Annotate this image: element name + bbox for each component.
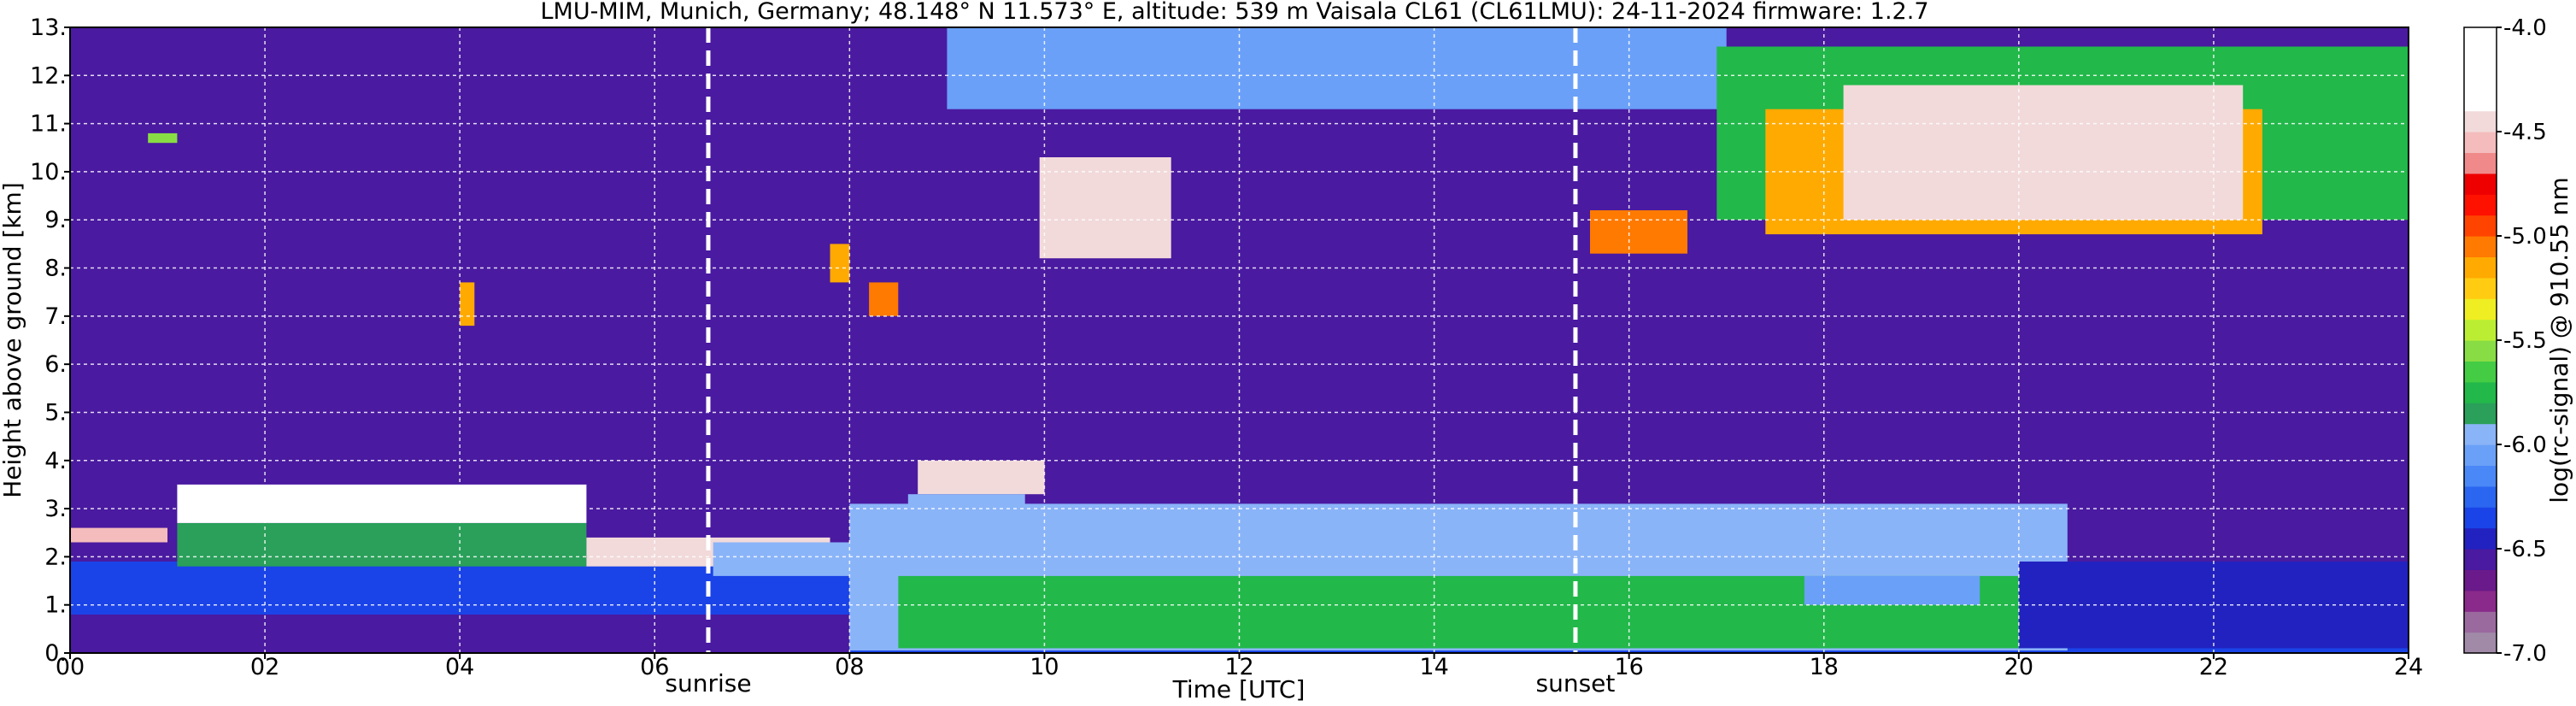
y-tick-label: 6. <box>44 351 67 378</box>
x-tick-label: 22 <box>2199 654 2228 680</box>
y-tick-label: 12. <box>30 62 67 89</box>
colorbar-swatch <box>2464 194 2497 216</box>
colorbar-swatch <box>2464 423 2497 445</box>
x-tick-label: 02 <box>250 654 279 680</box>
heatmap-cell <box>869 282 899 316</box>
colorbar-swatch <box>2464 485 2497 508</box>
colorbar-swatch <box>2464 152 2497 174</box>
x-tick-label: 14 <box>1419 654 1448 680</box>
heatmap-cell <box>907 494 1025 557</box>
colorbar-swatch <box>2464 507 2497 529</box>
colorbar-tick-label: -4.5 <box>2503 120 2547 145</box>
y-tick-label: 9. <box>44 207 67 233</box>
y-tick-label: 2. <box>44 544 67 570</box>
heatmap-cell <box>947 27 1727 109</box>
y-tick-label: 8. <box>44 256 67 282</box>
heatmap-cell <box>70 527 167 543</box>
colorbar-swatch <box>2464 215 2497 237</box>
y-tick-label: 10. <box>30 159 67 185</box>
colorbar-label: log(rc-signal) @ 910.55 nm <box>2545 177 2573 503</box>
colorbar-swatch <box>2464 549 2497 570</box>
colorbar-swatch <box>2464 298 2497 321</box>
chart-title: LMU-MIM, Munich, Germany; 48.148° N 11.5… <box>540 0 1928 25</box>
y-axis-ticks: 0. 1. 2. 3. 4. 5. 6. 7. 8. 9. 10. 11. 12. 13. <box>30 15 70 667</box>
sun-event-label: sunset <box>1536 669 1616 697</box>
sun-event-lines: sunrise sunset <box>665 27 1615 697</box>
colorbar-swatch <box>2464 361 2497 383</box>
x-tick-label: 06 <box>640 654 669 680</box>
y-tick-label: 1. <box>44 592 67 619</box>
y-tick-label: 5. <box>44 399 67 426</box>
y-tick-label: 7. <box>44 303 67 330</box>
colorbar-swatch <box>2464 256 2497 279</box>
colorbar-tick-label: -4.0 <box>2503 15 2547 41</box>
colorbar-tick-label: -6.0 <box>2503 432 2547 458</box>
heatmap-cell <box>148 132 178 144</box>
heatmap-cell <box>918 460 1045 495</box>
x-tick-label: 00 <box>56 654 85 680</box>
x-axis-ticks: 00 02 04 06 08 10 12 14 16 18 20 22 24 <box>56 653 2423 680</box>
x-tick-label: 12 <box>1224 654 1253 680</box>
colorbar-swatch <box>2464 319 2497 341</box>
heatmap-cell <box>830 244 850 283</box>
colorbar-tick-label: -6.5 <box>2503 537 2547 562</box>
x-tick-label: 18 <box>1810 654 1839 680</box>
colorbar-swatch <box>2464 444 2497 466</box>
heatmap-cell <box>177 523 587 567</box>
heatmap-cell <box>1590 210 1687 254</box>
heatmap-cell <box>460 282 475 327</box>
y-tick-label: 13. <box>30 15 67 41</box>
y-tick-label: 0. <box>44 640 67 667</box>
colorbar-swatch <box>2464 611 2497 633</box>
colorbar-swatch <box>2464 132 2497 153</box>
x-axis-label: Time [UTC] <box>1172 675 1306 703</box>
backscatter-heatmap <box>70 27 2409 653</box>
x-tick-label: 04 <box>445 654 474 680</box>
colorbar-swatch <box>2464 27 2497 49</box>
heatmap-cell <box>70 615 850 653</box>
heatmap-cell <box>1190 609 1629 649</box>
x-tick-label: 24 <box>2394 654 2423 680</box>
colorbar-tick-label: -5.0 <box>2503 224 2547 250</box>
colorbar-swatch <box>2464 569 2497 591</box>
colorbar-swatch <box>2464 236 2497 257</box>
colorbar-tick-label: -7.0 <box>2503 641 2547 667</box>
colorbar: -4.0 -4.5 -5.0 -5.5 -6.0 -6.5 -7.0 <box>2463 15 2547 667</box>
colorbar-swatch <box>2464 590 2497 612</box>
colorbar-swatch <box>2464 48 2497 70</box>
x-tick-label: 08 <box>835 654 864 680</box>
heatmap-cell <box>713 542 899 576</box>
y-tick-label: 11. <box>30 111 67 138</box>
colorbar-swatch <box>2464 173 2497 195</box>
y-tick-label: 4. <box>44 448 67 474</box>
colorbar-swatch <box>2464 277 2497 299</box>
heatmap-cell <box>177 484 587 523</box>
heatmap-plot-area: sunrise sunset <box>69 26 2409 697</box>
heatmap-cell <box>1804 575 1980 605</box>
sun-event-label: sunrise <box>665 669 751 697</box>
heatmap-cell <box>1843 85 2244 221</box>
colorbar-swatch <box>2464 340 2497 362</box>
colorbar-swatch <box>2464 381 2497 403</box>
colorbar-swatch <box>2464 68 2497 91</box>
colorbar-swatch <box>2464 632 2497 654</box>
grid-lines <box>70 27 2409 653</box>
heatmap-cell <box>1039 157 1171 259</box>
colorbar-swatch <box>2464 465 2497 487</box>
x-tick-label: 10 <box>1030 654 1059 680</box>
colorbar-swatch <box>2464 403 2497 425</box>
x-tick-label: 16 <box>1614 654 1643 680</box>
colorbar-swatch <box>2464 90 2497 112</box>
y-axis-label: Height above ground [km] <box>0 182 26 498</box>
y-tick-label: 3. <box>44 496 67 522</box>
colorbar-swatch <box>2464 110 2497 132</box>
colorbar-swatch <box>2464 527 2497 550</box>
x-tick-label: 20 <box>2004 654 2033 680</box>
colorbar-tick-label: -5.5 <box>2503 328 2547 354</box>
